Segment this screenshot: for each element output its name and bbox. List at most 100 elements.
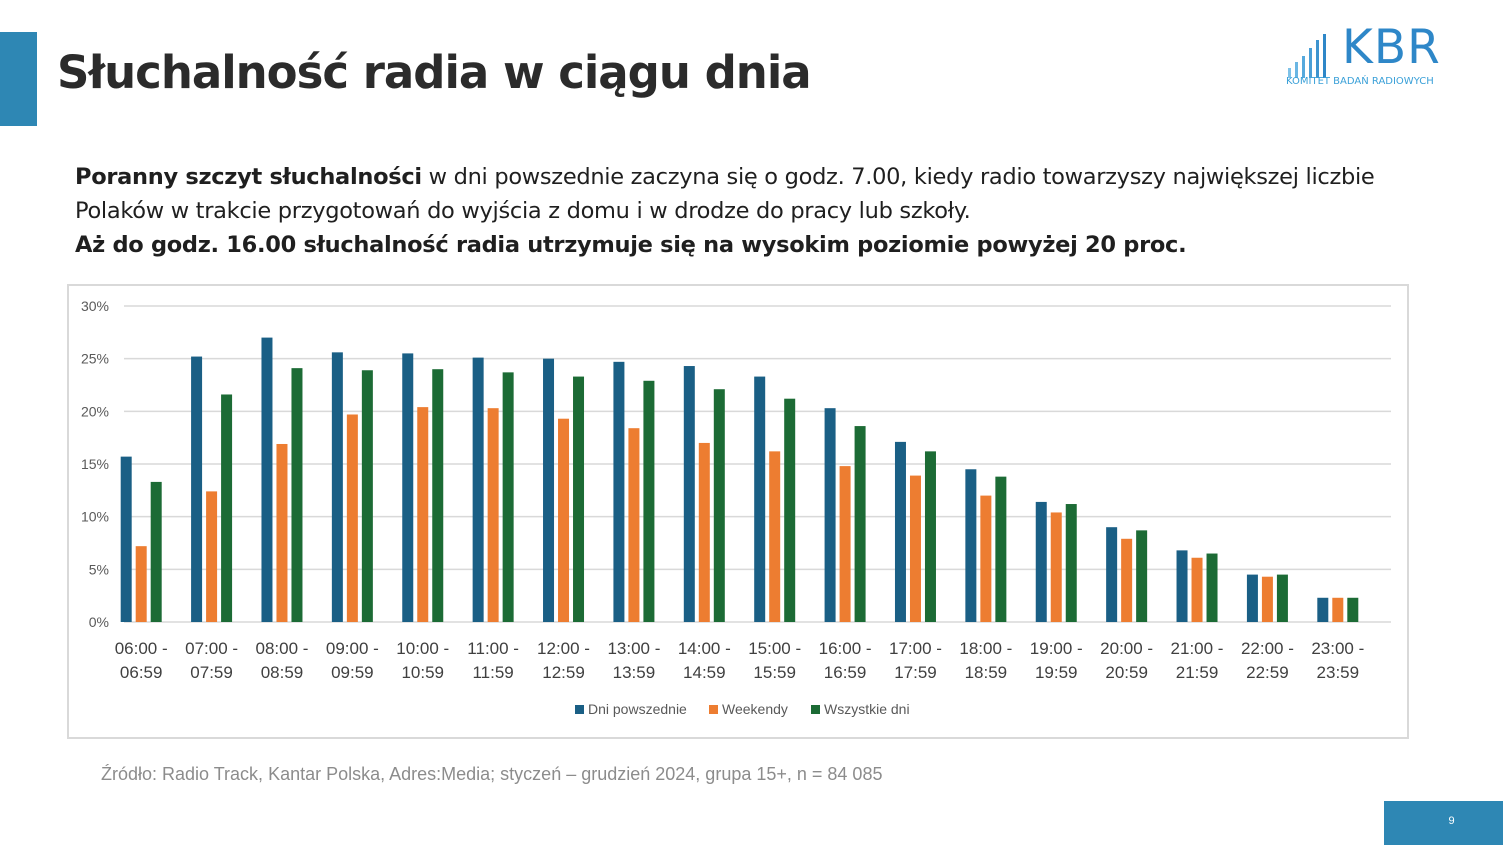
x-tick-label: 07:59 (190, 663, 233, 682)
x-tick-label: 15:00 - (748, 639, 801, 658)
bar-wszystkie-dni (150, 481, 162, 622)
bar-weekendy (839, 466, 851, 622)
intro-line-1-bold: Poranny szczyt słuchalności (75, 164, 422, 190)
bar-wszystkie-dni (854, 426, 866, 622)
x-tick-label: 10:59 (401, 663, 444, 682)
page-number: 9 (1448, 815, 1455, 827)
x-tick-label: 22:59 (1246, 663, 1289, 682)
signal-bars-icon (1288, 34, 1326, 78)
y-tick-label: 15% (81, 456, 109, 472)
title-accent-bar (0, 32, 37, 126)
x-tick-label: 17:59 (894, 663, 937, 682)
logo-subtitle: KOMITET BADAŃ RADIOWYCH (1286, 76, 1434, 87)
bar-dni-powszednie (120, 456, 132, 622)
x-tick-label: 12:59 (542, 663, 585, 682)
bar-chart: 0% 5% 10% 15% 20% 25% 30% 06:00 - 06:59 07:00 - 07… (81, 298, 1391, 717)
x-tick-label: 11:00 - (467, 639, 519, 658)
x-tick-label: 14:59 (683, 663, 726, 682)
x-tick-label: 23:59 (1317, 663, 1360, 682)
bar-weekendy (769, 451, 781, 622)
bar-wszystkie-dni (784, 398, 796, 622)
bar-wszystkie-dni (995, 476, 1007, 622)
bar-weekendy (346, 414, 358, 622)
x-tick-label: 08:00 - (256, 639, 309, 658)
bar-dni-powszednie (1176, 550, 1188, 622)
bar-wszystkie-dni (221, 394, 233, 622)
bar-dni-powszednie (1106, 527, 1118, 622)
y-tick-label: 30% (81, 298, 109, 314)
bar-weekendy (628, 428, 640, 622)
bar-weekendy (558, 418, 570, 622)
page-title: Słuchalność radia w ciągu dnia (57, 46, 812, 99)
bar-weekendy (417, 407, 429, 622)
x-tick-label: 06:59 (120, 663, 163, 682)
bar-wszystkie-dni (502, 372, 514, 622)
intro-line-2: Polaków w trakcie przygotowań do wyjścia… (75, 198, 971, 224)
bar-wszystkie-dni (573, 376, 585, 622)
x-tick-label: 15:59 (753, 663, 796, 682)
bar-dni-powszednie (261, 337, 273, 622)
bar-dni-powszednie (1035, 501, 1047, 622)
bar-dni-powszednie (824, 408, 836, 622)
y-tick-label: 5% (89, 561, 109, 577)
legend-swatch (811, 705, 820, 714)
bar-dni-powszednie (754, 376, 766, 622)
x-tick-label: 16:59 (824, 663, 867, 682)
chart-container: 0% 5% 10% 15% 20% 25% 30% 06:00 - 06:59 07:00 - 07… (67, 284, 1409, 739)
bar-weekendy (1121, 538, 1133, 622)
x-tick-label: 20:00 - (1100, 639, 1153, 658)
x-tick-label: 16:00 - (819, 639, 872, 658)
bar-dni-powszednie (191, 356, 203, 622)
x-tick-label: 17:00 - (889, 639, 942, 658)
bar-dni-powszednie (472, 357, 484, 622)
intro-line-3: Aż do godz. 16.00 słuchalność radia utrz… (75, 232, 1187, 258)
x-tick-label: 10:00 - (396, 639, 449, 658)
legend-swatch (709, 705, 718, 714)
bar-wszystkie-dni (361, 370, 373, 622)
bar-wszystkie-dni (1347, 597, 1359, 622)
logo-text: KBR (1342, 20, 1441, 75)
x-tick-label: 22:00 - (1241, 639, 1294, 658)
bar-weekendy (909, 475, 921, 622)
bar-dni-powszednie (1246, 574, 1258, 622)
kbr-logo: KBR KOMITET BADAŃ RADIOWYCH (1284, 20, 1464, 94)
intro-line-1: Poranny szczyt słuchalności w dni powsze… (75, 160, 1415, 194)
bar-dni-powszednie (331, 352, 343, 622)
bar-dni-powszednie (402, 353, 414, 622)
legend-label: Weekendy (722, 701, 788, 717)
bar-weekendy (1050, 512, 1062, 622)
bar-weekendy (980, 495, 992, 622)
legend-swatch (575, 705, 584, 714)
y-tick-label: 20% (81, 403, 109, 419)
bar-weekendy (135, 546, 147, 622)
bar-dni-powszednie (683, 366, 695, 622)
bar-wszystkie-dni (713, 389, 725, 622)
x-tick-label: 21:00 - (1171, 639, 1224, 658)
x-tick-label: 07:00 - (185, 639, 238, 658)
x-tick-label: 18:00 - (959, 639, 1012, 658)
x-tick-label: 06:00 - (115, 639, 168, 658)
x-tick-label: 20:59 (1105, 663, 1148, 682)
x-tick-label: 08:59 (261, 663, 304, 682)
bar-dni-powszednie (965, 469, 977, 622)
bar-wszystkie-dni (1276, 574, 1288, 622)
bar-wszystkie-dni (291, 368, 303, 622)
x-tick-label: 13:59 (613, 663, 656, 682)
legend-label: Dni powszednie (588, 701, 687, 717)
intro-text: Poranny szczyt słuchalności w dni powsze… (75, 160, 1415, 262)
bar-wszystkie-dni (924, 451, 936, 622)
bar-wszystkie-dni (1136, 530, 1148, 622)
bar-weekendy (698, 442, 710, 622)
x-tick-label: 13:00 - (607, 639, 660, 658)
x-tick-label: 09:00 - (326, 639, 379, 658)
bar-weekendy (1261, 576, 1273, 622)
page-number-box: 9 (1384, 801, 1503, 845)
y-tick-label: 0% (89, 614, 109, 630)
bar-weekendy (206, 491, 218, 622)
y-tick-label: 25% (81, 351, 109, 367)
x-tick-label: 18:59 (965, 663, 1008, 682)
x-tick-label: 11:59 (472, 663, 513, 682)
intro-line-1-rest: w dni powszednie zaczyna się o godz. 7.0… (421, 164, 1375, 190)
x-tick-label: 19:59 (1035, 663, 1078, 682)
